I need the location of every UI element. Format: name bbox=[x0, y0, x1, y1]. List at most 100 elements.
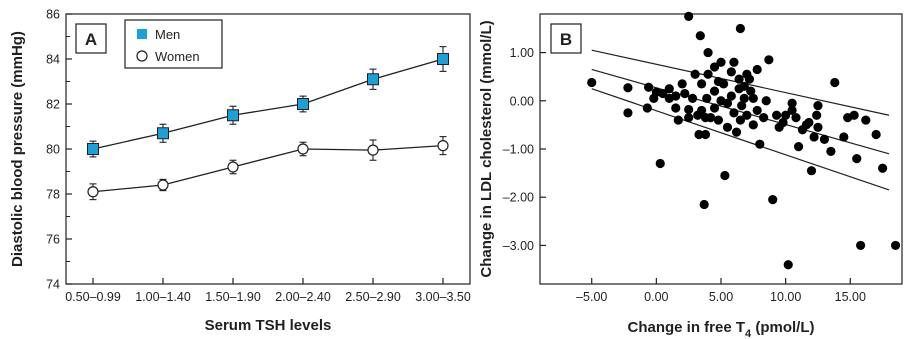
scatter-point bbox=[830, 77, 840, 88]
scatter-point bbox=[739, 93, 749, 103]
y-tick-label: –3.00 bbox=[503, 239, 534, 253]
men-point bbox=[437, 53, 449, 65]
scatter-point bbox=[748, 120, 758, 130]
scatter-point bbox=[761, 96, 771, 106]
scatter-point bbox=[726, 67, 736, 77]
panel-b-label-box bbox=[550, 23, 582, 54]
legend-men-label: Men bbox=[155, 27, 180, 42]
scatter-point bbox=[852, 154, 862, 164]
fit-line-middle bbox=[591, 68, 890, 155]
scatter-point bbox=[735, 115, 745, 125]
y-tick-label: 86 bbox=[46, 8, 60, 22]
panel-b-x-axis: –5.00 0.00 5.00 10.00 15.00 bbox=[576, 278, 866, 304]
scatter-point bbox=[771, 110, 782, 120]
panel-b-plot-frame bbox=[539, 13, 903, 285]
women-point bbox=[227, 161, 239, 173]
x-tick-label: 0.00 bbox=[644, 290, 668, 304]
scatter-point bbox=[709, 62, 720, 72]
y-tick-label: 76 bbox=[46, 233, 60, 247]
scatter-point bbox=[726, 91, 736, 101]
y-tick-label: 1.00 bbox=[510, 46, 534, 60]
x-tick-label: –5.00 bbox=[576, 290, 607, 304]
men-point bbox=[87, 143, 99, 155]
scatter-point bbox=[684, 104, 694, 115]
legend-men-square-icon bbox=[137, 29, 147, 39]
x-title-subscript: 4 bbox=[745, 328, 752, 339]
women-point bbox=[157, 179, 169, 191]
y-tick-label: 78 bbox=[46, 188, 60, 202]
scatter-point bbox=[713, 115, 724, 125]
scatter-point bbox=[731, 127, 742, 137]
scatter-point bbox=[702, 93, 712, 103]
panel-a-label: A bbox=[85, 30, 97, 49]
scatter-point bbox=[709, 103, 720, 113]
scatter-point bbox=[644, 82, 654, 92]
scatter-point bbox=[804, 117, 814, 128]
scatter-point bbox=[752, 105, 762, 116]
scatter-point bbox=[849, 110, 859, 120]
scatter-point bbox=[781, 110, 791, 120]
series-line-women bbox=[92, 144, 444, 193]
scatter-point bbox=[734, 74, 744, 84]
panel-b-chart: B 1.00 0.00 –1.00 –2.00 –3.00 –5.00 0.00 5.00 1… bbox=[478, 11, 903, 339]
x-tick-label: 2.50–2.90 bbox=[345, 290, 401, 304]
scatter-point bbox=[729, 108, 739, 118]
scatter-point bbox=[812, 110, 822, 120]
panel-a-x-axis-title: Serum TSH levels bbox=[205, 317, 332, 334]
panel-b-scatter-points bbox=[587, 11, 901, 270]
scatter-point bbox=[783, 260, 793, 270]
y-tick-label: 0.00 bbox=[510, 94, 534, 108]
scatter-point bbox=[587, 77, 597, 88]
scatter-point bbox=[697, 79, 707, 89]
scatter-point bbox=[709, 86, 720, 96]
scatter-point bbox=[720, 170, 730, 181]
panel-b-y-axis: 1.00 0.00 –1.00 –2.00 –3.00 bbox=[503, 46, 546, 253]
scatter-point bbox=[813, 101, 823, 111]
scatter-point bbox=[759, 113, 769, 123]
scatter-point bbox=[744, 74, 755, 84]
panel-a-y-axis-title: Diastolic blood pressure (mmHg) bbox=[9, 31, 26, 267]
scatter-point bbox=[809, 132, 819, 142]
scatter-point bbox=[671, 103, 681, 113]
series-line-men bbox=[92, 58, 444, 150]
scatter-point bbox=[787, 105, 797, 116]
scatter-point bbox=[746, 86, 756, 96]
scatter-point bbox=[787, 98, 797, 108]
scatter-point bbox=[703, 69, 713, 79]
fit-line-lower bbox=[591, 88, 890, 191]
scatter-point bbox=[861, 115, 871, 125]
scatter-point bbox=[806, 166, 817, 176]
scatter-point bbox=[677, 79, 687, 89]
scatter-point bbox=[706, 113, 716, 123]
scatter-point bbox=[694, 129, 704, 140]
panel-a-x-axis: 0.50–0.99 1.00–1.40 1.50–1.90 2.00–2.40 2.50… bbox=[65, 278, 471, 304]
y-tick-label: 82 bbox=[46, 98, 60, 112]
scatter-point bbox=[742, 110, 752, 120]
scatter-point bbox=[878, 163, 888, 173]
women-point bbox=[297, 143, 309, 155]
scatter-point bbox=[737, 101, 747, 111]
scatter-point bbox=[687, 93, 698, 103]
scatter-point bbox=[695, 31, 705, 41]
y-tick-label: 74 bbox=[46, 278, 60, 292]
x-title-tail: (pmol/L) bbox=[751, 319, 814, 336]
scatter-point bbox=[871, 129, 881, 140]
legend-women-circle-icon bbox=[136, 50, 148, 62]
scatter-point bbox=[739, 81, 749, 91]
scatter-point bbox=[722, 98, 733, 108]
scatter-point bbox=[856, 240, 866, 251]
panel-a-chart: A 74 76 78 80 82 84 86 0.50–0.99 1.00–1.40 1.50–… bbox=[9, 8, 471, 335]
scatter-point bbox=[718, 79, 729, 89]
scatter-point bbox=[778, 117, 788, 128]
panel-a-series bbox=[87, 46, 449, 201]
scatter-point bbox=[697, 105, 707, 116]
scatter-point bbox=[699, 199, 709, 210]
men-point bbox=[227, 109, 239, 122]
scatter-point bbox=[826, 146, 836, 157]
panel-b-x-axis-title: Change in free T4 (pmol/L) bbox=[628, 319, 815, 339]
men-point bbox=[157, 127, 169, 140]
scatter-point bbox=[680, 88, 690, 99]
scatter-point bbox=[700, 129, 711, 140]
scatter-point bbox=[755, 139, 765, 149]
